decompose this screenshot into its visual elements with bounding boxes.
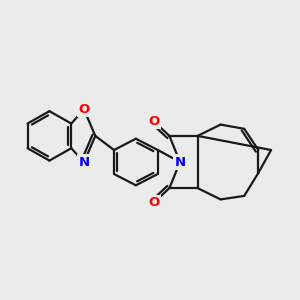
Text: N: N xyxy=(174,155,186,169)
Text: O: O xyxy=(78,103,90,116)
Text: N: N xyxy=(78,156,90,169)
Text: O: O xyxy=(148,115,159,128)
Text: O: O xyxy=(148,196,159,209)
